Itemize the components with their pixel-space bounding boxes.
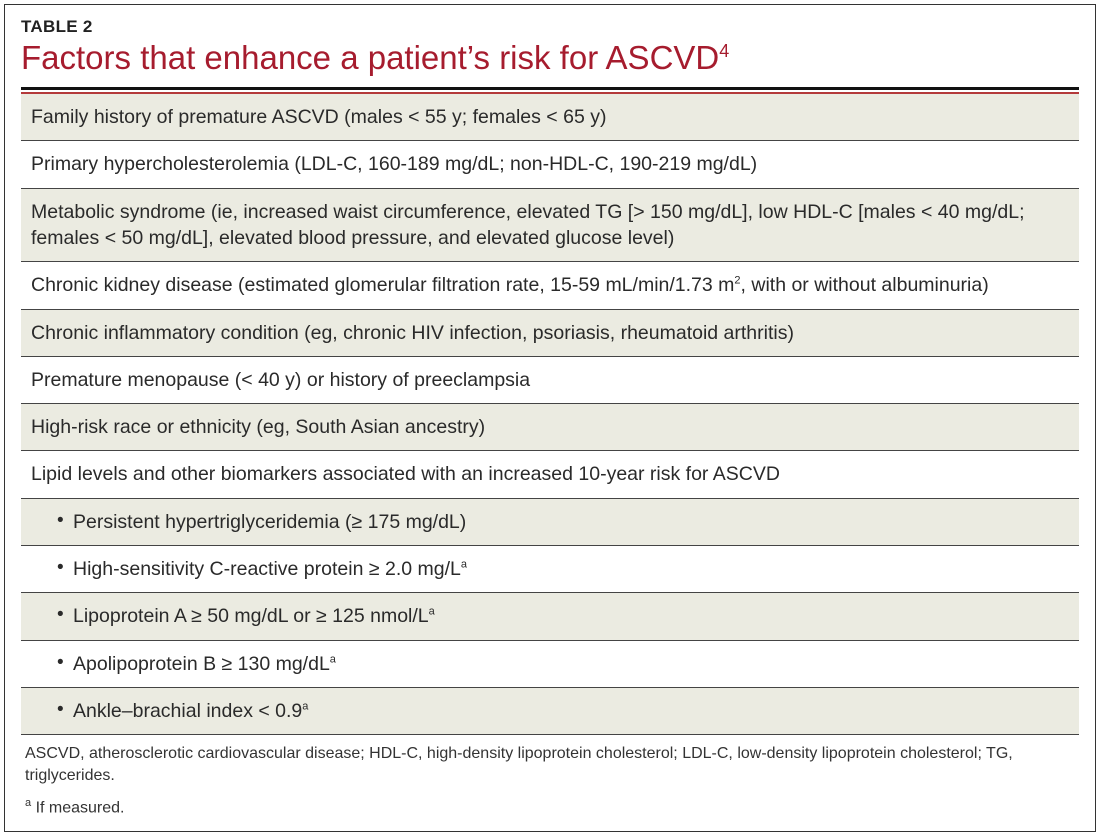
table-row: Metabolic syndrome (ie, increased waist … bbox=[21, 189, 1079, 263]
table-row: Ankle–brachial index < 0.9a bbox=[21, 688, 1079, 735]
table-row: Chronic kidney disease (estimated glomer… bbox=[21, 262, 1079, 309]
table-row: Persistent hypertriglyceridemia (≥ 175 m… bbox=[21, 499, 1079, 546]
rows-container: Family history of premature ASCVD (males… bbox=[21, 94, 1079, 735]
table-row: High-sensitivity C-reactive protein ≥ 2.… bbox=[21, 546, 1079, 593]
table-row: Lipid levels and other biomarkers associ… bbox=[21, 451, 1079, 498]
table-row: Lipoprotein A ≥ 50 mg/dL or ≥ 125 nmol/L… bbox=[21, 593, 1079, 640]
table-row: Primary hypercholesterolemia (LDL-C, 160… bbox=[21, 141, 1079, 188]
table-row: Premature menopause (< 40 y) or history … bbox=[21, 357, 1079, 404]
table-container: TABLE 2 Factors that enhance a patient’s… bbox=[4, 4, 1096, 832]
abbreviations: ASCVD, atherosclerotic cardiovascular di… bbox=[21, 735, 1079, 790]
table-row: Chronic inflammatory condition (eg, chro… bbox=[21, 310, 1079, 357]
table-kicker: TABLE 2 bbox=[21, 17, 1079, 37]
table-row: Family history of premature ASCVD (males… bbox=[21, 94, 1079, 141]
table-row: High-risk race or ethnicity (eg, South A… bbox=[21, 404, 1079, 451]
footnote: a If measured. bbox=[21, 791, 1079, 817]
table-title: Factors that enhance a patient’s risk fo… bbox=[21, 39, 1079, 77]
table-row: Apolipoprotein B ≥ 130 mg/dLa bbox=[21, 641, 1079, 688]
rule-top bbox=[21, 87, 1079, 90]
